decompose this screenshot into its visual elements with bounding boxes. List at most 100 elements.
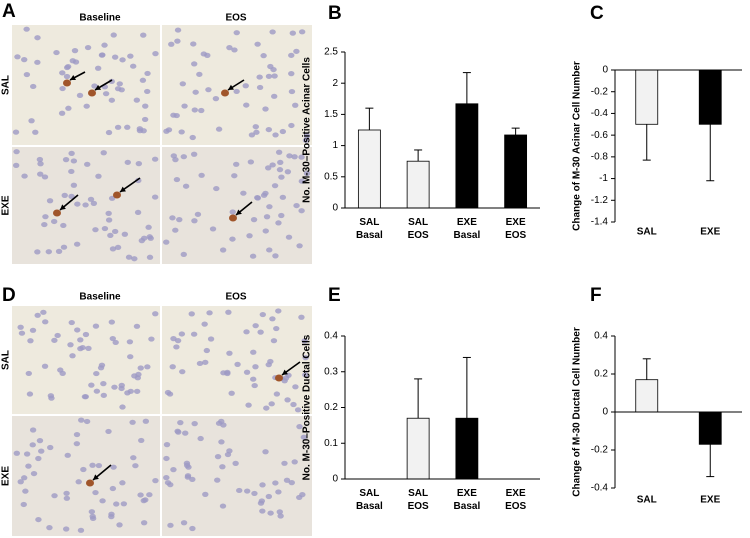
cell-nucleus: [272, 132, 279, 138]
cell-nucleus: [165, 127, 173, 133]
cell-nucleus: [196, 360, 204, 367]
micrograph: [12, 25, 160, 145]
stained-cell: [229, 214, 237, 222]
y-axis-label: No. M-30–Positive Ductal Cells: [302, 334, 313, 480]
cell-nucleus: [279, 128, 287, 135]
cell-nucleus: [141, 116, 149, 123]
cell-nucleus: [93, 388, 101, 394]
error-bar: [511, 127, 520, 135]
y-tick-label: 0.2: [594, 369, 608, 380]
cell-nucleus: [265, 126, 273, 133]
cell-nucleus: [67, 342, 74, 348]
cell-nucleus: [180, 251, 187, 258]
y-tick-label: -0.4: [591, 483, 609, 494]
cell-nucleus: [101, 225, 109, 232]
y-tick-label: 0.2: [324, 402, 338, 413]
stained-cell: [221, 89, 229, 97]
cell-nucleus: [204, 52, 211, 59]
cell-nucleus: [41, 174, 49, 180]
cell-nucleus: [253, 129, 260, 135]
cell-nucleus: [272, 253, 279, 259]
cell-nucleus: [13, 149, 20, 155]
cell-nucleus: [82, 202, 89, 208]
cell-nucleus: [277, 513, 284, 519]
x-tick-label: SAL EOS: [408, 488, 429, 512]
cell-nucleus: [289, 30, 297, 36]
cell-nucleus: [285, 234, 293, 240]
cell-nucleus: [173, 112, 180, 119]
y-tick-label: -0.6: [591, 130, 609, 141]
x-tick-label: EXE: [700, 227, 720, 238]
cell-nucleus: [100, 381, 107, 387]
cell-nucleus: [60, 244, 68, 250]
cell-nucleus: [181, 103, 188, 109]
cell-nucleus: [179, 81, 187, 87]
cell-nucleus: [277, 159, 284, 166]
cell-nucleus: [76, 92, 84, 99]
cell-nucleus: [188, 311, 195, 317]
cell-nucleus: [20, 475, 28, 481]
cell-nucleus: [174, 428, 181, 434]
panel-letter: E: [328, 285, 341, 306]
cell-nucleus: [231, 173, 238, 179]
bar: [357, 129, 381, 209]
cell-nucleus: [70, 158, 78, 164]
cell-nucleus: [163, 475, 170, 481]
cell-nucleus: [105, 210, 112, 216]
cell-nucleus: [90, 200, 98, 206]
cell-nucleus: [12, 162, 20, 168]
cell-nucleus: [36, 438, 44, 444]
cell-nucleus: [73, 441, 81, 447]
cell-nucleus: [88, 509, 96, 515]
cell-nucleus: [26, 391, 34, 397]
cell-nucleus: [58, 110, 66, 116]
cell-nucleus: [89, 462, 96, 468]
cell-nucleus: [137, 492, 144, 498]
cell-nucleus: [80, 466, 87, 473]
bar: [455, 103, 479, 209]
cell-nucleus: [283, 477, 291, 483]
cell-nucleus: [17, 479, 24, 485]
cell-nucleus: [191, 218, 198, 224]
cell-nucleus: [142, 497, 149, 503]
cell-nucleus: [48, 395, 55, 401]
cell-nucleus: [302, 355, 309, 361]
y-tick-label: -0.2: [591, 86, 609, 97]
cell-nucleus: [243, 102, 250, 108]
bar: [504, 134, 528, 209]
cell-nucleus: [299, 492, 306, 498]
cell-nucleus: [30, 470, 38, 477]
bar: [698, 411, 722, 445]
cell-nucleus: [219, 464, 226, 470]
cell-nucleus: [84, 44, 92, 51]
cell-nucleus: [46, 525, 53, 531]
cell-nucleus: [252, 124, 260, 130]
cell-nucleus: [108, 319, 116, 325]
cell-nucleus: [284, 169, 292, 175]
cell-nucleus: [63, 64, 71, 71]
cell-nucleus: [179, 369, 186, 375]
cell-nucleus: [163, 239, 170, 245]
cell-nucleus: [124, 390, 131, 396]
cell-nucleus: [59, 85, 66, 92]
cell-nucleus: [259, 508, 266, 514]
cell-nucleus: [169, 364, 176, 370]
cell-nucleus: [29, 327, 37, 333]
cell-nucleus: [248, 132, 256, 138]
cell-nucleus: [54, 332, 61, 339]
cell-nucleus: [83, 418, 91, 425]
y-tick-label: 0.4: [324, 331, 338, 342]
cell-nucleus: [134, 209, 142, 216]
cell-nucleus: [131, 256, 138, 262]
cell-nucleus: [272, 480, 279, 486]
cell-nucleus: [34, 312, 41, 318]
cell-nucleus: [70, 182, 78, 188]
cell-nucleus: [252, 364, 259, 370]
cell-nucleus: [271, 183, 279, 189]
cell-nucleus: [111, 228, 119, 235]
cell-nucleus: [17, 324, 24, 330]
cell-nucleus: [278, 212, 285, 219]
cell-nucleus: [270, 66, 277, 73]
cell-nucleus: [246, 233, 253, 239]
cell-nucleus: [105, 428, 112, 435]
